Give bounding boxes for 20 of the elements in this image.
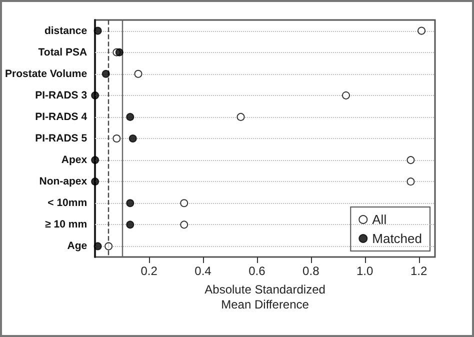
x-tick-label: 0.6 bbox=[248, 264, 266, 278]
x-tick-label: 0.8 bbox=[302, 264, 320, 278]
y-tick-label: PI-RADS 5 bbox=[35, 132, 88, 144]
y-tick-label: PI-RADS 4 bbox=[35, 110, 88, 123]
y-tick-label: Age bbox=[67, 240, 88, 252]
y-tick-label: distance bbox=[44, 24, 88, 37]
x-tick-label: 0.2 bbox=[140, 264, 158, 278]
y-tick-label: PI-RADS 3 bbox=[35, 89, 88, 102]
y-tick-label: Prostate Volume bbox=[5, 68, 88, 80]
x-tick-label: 1.2 bbox=[410, 264, 428, 278]
y-tick-label: < 10mm bbox=[48, 197, 88, 210]
y-tick-label: Non-apex bbox=[39, 176, 88, 188]
x-axis-title: Absolute Standardized Mean Difference bbox=[204, 282, 326, 312]
legend-label: All bbox=[372, 212, 387, 227]
y-tick-label: ≥ 10 mm bbox=[45, 218, 88, 231]
x-tick-label: 1.0 bbox=[356, 264, 374, 278]
x-tick-label: 0.4 bbox=[194, 264, 212, 278]
y-tick-label: Total PSA bbox=[38, 46, 88, 58]
legend-label: Matched bbox=[372, 231, 422, 246]
y-tick-label: Apex bbox=[61, 154, 88, 166]
